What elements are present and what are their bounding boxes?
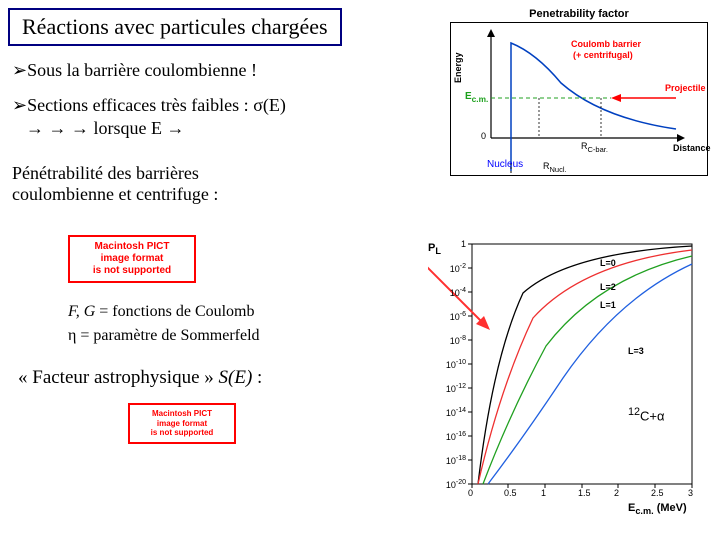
pict-placeholder-1: Macintosh PICT image format is not suppo… [68,235,196,283]
pict-line: image format [157,419,207,428]
ytick: 10-10 [446,359,466,370]
pl-ylabel: PL [428,242,441,256]
l2-label: L=2 [600,282,616,292]
log-plot: PL 1 10-2 10-4 10-6 10-8 10-10 10-12 10-14 10-1… [428,238,708,518]
pict-line: is not supported [151,428,214,437]
ytick: 10-18 [446,455,466,466]
ytick: 10-2 [450,263,466,274]
l0-label: L=0 [600,258,616,268]
bullet-marker: ➢ [12,95,27,115]
xtick: 1 [541,488,546,498]
rnucl-label: RNucl. [543,161,567,174]
fg: F, G [68,303,95,320]
bullet-2-sigma: σ(E) [253,95,286,115]
l3-label: L=3 [628,346,644,356]
l1-label: L=1 [600,300,616,310]
log-svg [428,238,708,518]
astro-se: S(E) [219,367,253,388]
pl-xlabel: Ec.m. (MeV) [628,502,687,516]
xtick: 1.5 [578,488,591,498]
reaction-label: 12C+α [628,406,665,423]
energy-xlabel: Distance [673,143,711,153]
astro-post: : [252,367,262,388]
penetrability-diagram: Penetrability factor Energy Distance [450,8,708,176]
nucleus-label: Nucleus [487,159,523,170]
ytick: 10-6 [450,311,466,322]
xtick: 2.5 [651,488,664,498]
pict-line: image format [101,253,164,264]
pict-placeholder-2: Macintosh PICT image format is not suppo… [128,403,236,444]
bullet-marker: ➢ [12,60,27,80]
pict-line: Macintosh PICT [94,241,169,252]
pict-line: Macintosh PICT [152,409,212,418]
zero-label: 0 [481,131,486,141]
ytick: 1 [461,239,466,249]
ytick: 10-12 [446,383,466,394]
ytick: 10-8 [450,335,466,346]
energy-plot: Energy Distance Ec.m. 0 Coulomb barrier … [450,22,708,176]
title-text: Réactions avec particules chargées [22,14,328,39]
pen-l2: coulombienne et centrifuge : [12,184,218,204]
ytick: 10-16 [446,431,466,442]
xtick: 0 [468,488,473,498]
log-plot-container: PL 1 10-2 10-4 10-6 10-8 10-10 10-12 10-14 10-1… [428,238,708,518]
energy-ylabel: Energy [453,52,463,83]
pict-line: is not supported [93,265,171,276]
projectile-label: Projectile [665,83,706,93]
bullet-1-text: Sous la barrière coulombienne ! [27,60,257,80]
centrifugal-label: (+ centrifugal) [573,50,633,60]
astro-pre: « Facteur astrophysique » [18,367,219,388]
coulomb-label: Coulomb barrier [571,39,641,49]
ytick: 10-4 [450,287,466,298]
fg-rest: = fonctions de Coulomb [95,303,254,320]
xtick: 2 [614,488,619,498]
ecm-label: Ec.m. [465,91,488,104]
pen-l1: Pénétrabilité des barrières [12,163,199,183]
title-box: Réactions avec particules chargées [8,8,342,46]
xtick: 3 [688,488,693,498]
pf-title: Penetrability factor [450,8,708,20]
bullet-2-pre: Sections efficaces très faibles : [27,95,253,115]
xtick: 0.5 [504,488,517,498]
ytick: 10-20 [446,479,466,490]
ytick: 10-14 [446,407,466,418]
rcbar-label: RC-bar. [581,141,608,154]
